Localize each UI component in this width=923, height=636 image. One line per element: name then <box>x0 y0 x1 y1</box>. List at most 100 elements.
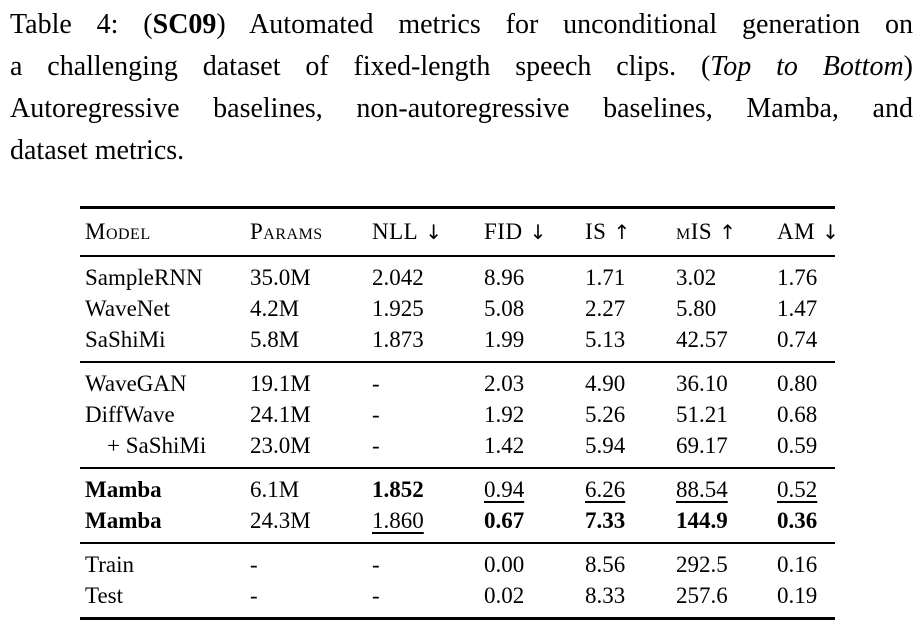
cell-text: 5.80 <box>676 295 717 321</box>
cell-am: 0.74 <box>772 324 835 362</box>
cell-am: 0.36 <box>772 505 835 543</box>
cell-am: 0.19 <box>772 580 835 619</box>
cell-model: WaveNet <box>80 293 245 324</box>
cell-nll: - <box>367 362 479 399</box>
cell-fid: 1.92 <box>479 399 580 430</box>
cell-text: 0.59 <box>777 432 818 458</box>
table-row-mamba-small: Mamba 6.1M 1.852 0.94 6.26 88.54 0.52 <box>80 468 835 505</box>
cell-text: WaveNet <box>85 295 170 321</box>
header-row: Model Params NLL ↓ FID ↓ IS ↑ mIS ↑ AM ↓ <box>80 208 839 256</box>
cell-text: Mamba <box>85 476 162 502</box>
cell-text: 1.42 <box>484 432 525 458</box>
cell-model: Mamba <box>80 468 245 505</box>
cell-text: 1.860 <box>372 507 424 533</box>
cell-text: 24.1M <box>250 401 311 427</box>
cell-is: 6.26 <box>580 468 671 505</box>
cell-params: 24.1M <box>245 399 367 430</box>
cell-text: 0.80 <box>777 370 818 396</box>
cell-model: + SaShiMi <box>80 430 245 468</box>
cell-text: 0.00 <box>484 551 525 577</box>
cell-is: 4.90 <box>580 362 671 399</box>
cell-model: Train <box>80 543 245 580</box>
cell-text: 5.13 <box>585 326 626 352</box>
table-row-wavenet: WaveNet 4.2M 1.925 5.08 2.27 5.80 1.47 <box>80 293 835 324</box>
cell-text: Mamba <box>85 507 162 533</box>
cell-params: - <box>245 580 367 619</box>
cell-text: 5.26 <box>585 401 626 427</box>
section-non-autoregressive-baselines: WaveGAN 19.1M - 2.03 4.90 36.10 0.80 Dif… <box>80 362 835 468</box>
cell-fid: 8.96 <box>479 256 580 293</box>
down-arrow-icon: ↓ <box>529 219 547 244</box>
cell-is: 8.33 <box>580 580 671 619</box>
cell-text: 35.0M <box>250 264 311 290</box>
cell-text: 51.21 <box>676 401 728 427</box>
cell-text: 0.74 <box>777 326 818 352</box>
col-header-label: Model <box>85 218 151 244</box>
caption-line-4: dataset metrics. <box>10 130 913 172</box>
cell-model: Test <box>80 580 245 619</box>
col-header-nll: NLL ↓ <box>367 208 479 256</box>
cell-fid: 0.67 <box>479 505 580 543</box>
cell-params: 6.1M <box>245 468 367 505</box>
section-mamba: Mamba 6.1M 1.852 0.94 6.26 88.54 0.52 Ma… <box>80 468 835 543</box>
caption-line-1: Table 4: (SC09) Automated metrics for un… <box>10 4 913 46</box>
cell-params: 23.0M <box>245 430 367 468</box>
caption-text: ) Automated metrics for unconditional ge… <box>216 9 913 40</box>
cell-am: 0.68 <box>772 399 835 430</box>
cell-nll: 2.042 <box>367 256 479 293</box>
cell-mis: 42.57 <box>671 324 772 362</box>
cell-text: 0.67 <box>484 507 525 533</box>
caption-line-2: a challenging dataset of fixed-length sp… <box>10 46 913 88</box>
cell-is: 5.94 <box>580 430 671 468</box>
cell-text: + SaShiMi <box>107 432 207 458</box>
caption-bold-text: SC09 <box>152 9 217 40</box>
cell-text: 1.873 <box>372 326 424 352</box>
down-arrow-icon: ↓ <box>822 219 839 244</box>
cell-text: - <box>372 432 380 458</box>
cell-text: 0.94 <box>484 476 525 502</box>
cell-mis: 292.5 <box>671 543 772 580</box>
cell-text: - <box>372 401 380 427</box>
metrics-table: Model Params NLL ↓ FID ↓ IS ↑ mIS ↑ AM ↓ Samp… <box>80 206 839 620</box>
cell-nll: 1.852 <box>367 468 479 505</box>
cell-mis: 69.17 <box>671 430 772 468</box>
cell-text: - <box>372 370 380 396</box>
cell-text: - <box>250 582 258 608</box>
cell-am: 1.76 <box>772 256 835 293</box>
cell-text: 4.2M <box>250 295 300 321</box>
cell-text: 1.852 <box>372 476 424 502</box>
cell-text: 0.52 <box>777 476 818 502</box>
table-row-diffwave: DiffWave 24.1M - 1.92 5.26 51.21 0.68 <box>80 399 835 430</box>
cell-mis: 257.6 <box>671 580 772 619</box>
cell-text: 5.8M <box>250 326 300 352</box>
cell-text: 2.042 <box>372 264 424 290</box>
cell-text: 6.26 <box>585 476 626 502</box>
cell-nll: - <box>367 580 479 619</box>
cell-text: 7.33 <box>585 507 626 533</box>
cell-text: 36.10 <box>676 370 728 396</box>
cell-text: 69.17 <box>676 432 728 458</box>
cell-is: 1.71 <box>580 256 671 293</box>
section-dataset-metrics: Train - - 0.00 8.56 292.5 0.16 Test - - … <box>80 543 835 619</box>
cell-text: 2.27 <box>585 295 626 321</box>
cell-mis: 3.02 <box>671 256 772 293</box>
col-header-label: NLL <box>372 218 419 244</box>
cell-text: 0.16 <box>777 551 818 577</box>
cell-text: 19.1M <box>250 370 311 396</box>
caption-italic-text: Top to Bottom <box>710 51 904 82</box>
caption-line-3: Autoregressive baselines, non-autoregres… <box>10 88 913 130</box>
cell-text: 257.6 <box>676 582 728 608</box>
cell-text: Test <box>85 582 123 608</box>
cell-fid: 0.00 <box>479 543 580 580</box>
cell-fid: 1.99 <box>479 324 580 362</box>
cell-params: 5.8M <box>245 324 367 362</box>
col-header-label: Params <box>250 218 323 244</box>
cell-params: 4.2M <box>245 293 367 324</box>
cell-mis: 88.54 <box>671 468 772 505</box>
cell-text: 88.54 <box>676 476 728 502</box>
cell-fid: 1.42 <box>479 430 580 468</box>
cell-text: WaveGAN <box>85 370 187 396</box>
cell-text: 5.08 <box>484 295 525 321</box>
col-header-am: AM ↓ <box>772 208 839 256</box>
table-row-mamba-large: Mamba 24.3M 1.860 0.67 7.33 144.9 0.36 <box>80 505 835 543</box>
